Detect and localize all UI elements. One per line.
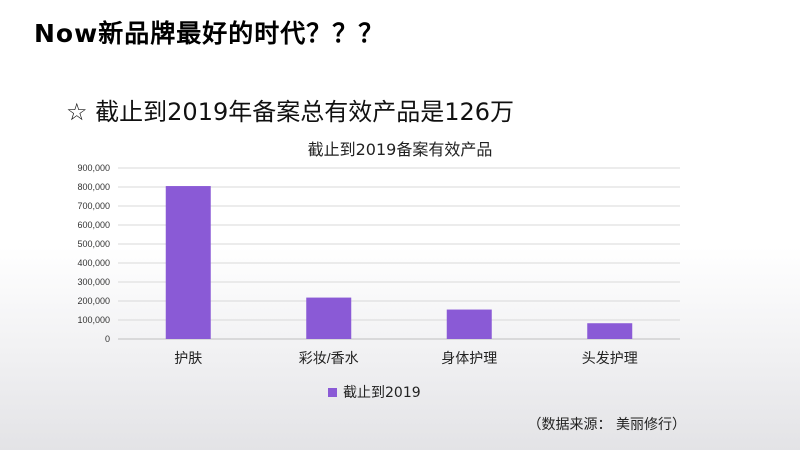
x-tick-label: 彩妆/香水 xyxy=(299,350,359,366)
y-tick-label: 200,000 xyxy=(77,296,110,306)
legend-label: 截止到2019 xyxy=(343,385,421,401)
source-note: （数据来源： 美丽修行） xyxy=(527,417,686,433)
chart-title: 截止到2019备案有效产品 xyxy=(307,140,493,159)
bar xyxy=(587,323,633,339)
bar xyxy=(446,309,492,339)
chart-legend: 截止到2019 xyxy=(328,382,421,402)
y-tick-label: 0 xyxy=(105,334,110,344)
y-tick-label: 800,000 xyxy=(77,182,110,192)
y-tick-label: 600,000 xyxy=(77,220,110,230)
bar xyxy=(306,297,352,339)
bullet-text: 截止到2019年备案总有效产品是126万 xyxy=(95,98,515,126)
y-tick-label: 400,000 xyxy=(77,258,110,268)
y-tick-label: 500,000 xyxy=(77,239,110,249)
x-tick-label: 头发护理 xyxy=(582,350,638,366)
y-tick-label: 900,000 xyxy=(77,163,110,173)
y-tick-label: 700,000 xyxy=(77,201,110,211)
y-tick-label: 300,000 xyxy=(77,277,110,287)
y-tick-label: 100,000 xyxy=(77,315,110,325)
x-tick-label: 身体护理 xyxy=(441,350,497,366)
bullet-line: ☆ 截止到2019年备案总有效产品是126万 xyxy=(66,92,514,127)
slide-title: Now新品牌最好的时代？？？ xyxy=(34,19,385,48)
star-bullet-icon: ☆ xyxy=(66,98,88,126)
legend-swatch xyxy=(328,387,337,397)
bar xyxy=(165,186,211,339)
x-tick-label: 护肤 xyxy=(174,350,202,366)
